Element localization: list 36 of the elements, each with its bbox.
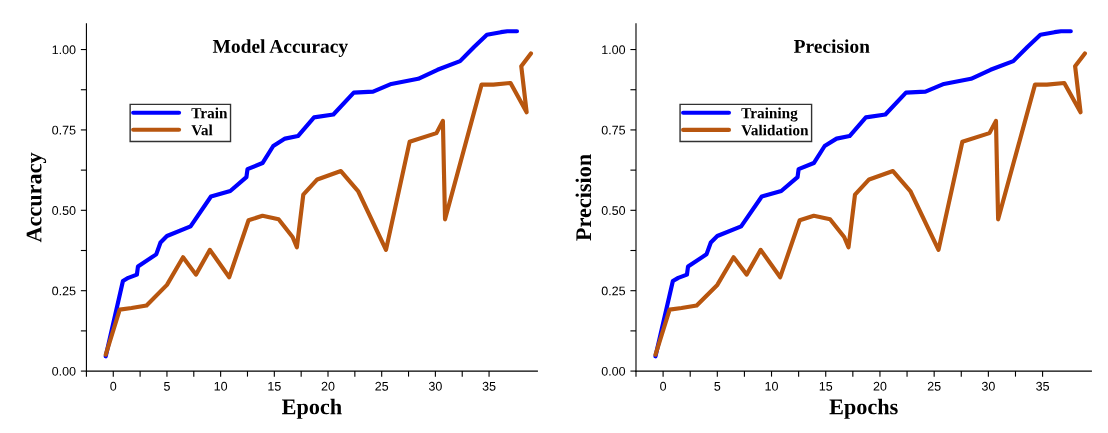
- y-tick-label: 0.00: [52, 366, 76, 376]
- y-tick-label: 0.25: [52, 286, 76, 296]
- x-tick-label: 25: [375, 381, 389, 391]
- text: Model Accuracy: [212, 39, 348, 57]
- y-tick-label: 0.25: [601, 286, 626, 296]
- x-tick-label: 5: [163, 381, 170, 391]
- y-tick-label: 0.75: [601, 125, 626, 135]
- x-tick-label: 10: [214, 381, 228, 391]
- y-axis-title: Precision: [575, 154, 592, 241]
- legend-label: Val: [191, 124, 213, 136]
- x-tick-label: 20: [321, 381, 335, 391]
- y-tick-label: 0.50: [601, 206, 626, 215]
- x-axis-title: Epochs: [829, 398, 898, 419]
- y-axis-title: Accuracy: [26, 152, 47, 243]
- x-tick-label: 5: [714, 381, 721, 391]
- x-axis-title: Epoch: [282, 398, 342, 419]
- x-tick-label: 0: [660, 381, 667, 391]
- x-tick-label: 15: [268, 381, 281, 391]
- x-tick-label: 35: [482, 381, 496, 391]
- y-tick-label: 0.00: [601, 366, 626, 376]
- x-tick-label: 25: [927, 381, 941, 391]
- y-tick-label: 1.00: [602, 45, 626, 55]
- y-tick-label: 0.50: [52, 206, 76, 215]
- legend-label: Validation: [741, 124, 809, 136]
- x-tick-label: 30: [981, 381, 995, 391]
- x-tick-label: 30: [428, 381, 442, 391]
- x-tick-label: 20: [873, 381, 887, 391]
- x-tick-label: 10: [765, 381, 778, 391]
- y-tick-label: 1.00: [52, 45, 76, 55]
- x-tick-label: 0: [110, 381, 117, 391]
- legend-label: Train: [191, 107, 228, 119]
- legend-label: Training: [741, 107, 798, 122]
- text: Precision: [793, 39, 870, 53]
- x-tick-label: 35: [1036, 381, 1050, 391]
- y-tick-label: 0.75: [52, 125, 76, 135]
- x-tick-label: 15: [819, 381, 833, 391]
